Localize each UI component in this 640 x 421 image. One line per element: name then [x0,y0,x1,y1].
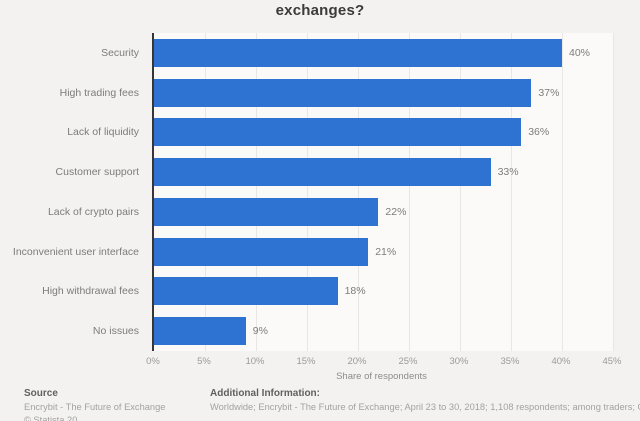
bar-row: 40% [154,38,613,67]
x-tick-label: 20% [347,356,367,367]
source-block: Source Encrybit - The Future of Exchange… [24,388,194,421]
bar-row: 22% [154,197,613,226]
plot-area: 40% 37% 36% 33% 22% 21% 18% 9% [152,33,614,351]
category-label: Inconvenient user interface [12,245,139,258]
bar [154,317,246,346]
gridline [358,33,359,351]
x-tick-label: 5% [197,356,211,367]
category-label: Customer support [55,166,139,179]
gridline [205,33,206,351]
bar-value-label: 9% [252,325,268,338]
bar-value-label: 22% [385,205,407,218]
bar-value-label: 21% [375,245,397,258]
x-tick-label: 40% [551,356,571,367]
x-tick-label: 10% [245,356,265,367]
category-label: High trading fees [59,86,139,99]
x-tick-label: 0% [146,356,160,367]
category-label: No issues [92,325,139,338]
bar-row: 36% [154,118,613,147]
bar-value-label: 33% [497,166,519,179]
bar-value-label: 18% [344,285,366,298]
x-tick-label: 15% [296,356,316,367]
additional-info-label: Additional Information: [210,388,320,399]
x-tick-label: 45% [602,356,622,367]
bar-row: 21% [154,237,613,266]
gridline [511,33,512,351]
bar [154,38,562,67]
x-axis-title: Share of respondents [336,371,427,382]
bar [154,237,369,266]
category-label: Lack of crypto pairs [47,205,139,218]
source-label: Source [24,388,58,399]
copyright-text: © Statista 20 [24,414,78,421]
x-tick-label: 30% [449,356,469,367]
gridline [562,33,563,351]
bar-row: 9% [154,317,613,346]
bar-row: 33% [154,158,613,187]
category-label: High withdrawal fees [42,285,139,298]
bar-value-label: 36% [528,126,550,139]
bar [154,78,532,107]
category-label: Lack of liquidity [67,126,139,139]
gridline [459,33,461,351]
additional-info-text: Worldwide; Encrybit - The Future of Exch… [210,402,640,412]
category-axis: Security High trading fees Lack of liquidi… [0,33,146,351]
x-tick-label: 25% [398,356,418,367]
category-label: Security [101,46,139,59]
x-tick-label: 35% [500,356,520,367]
additional-info-block: Additional Information: Worldwide; Encry… [210,388,640,414]
bar [154,118,522,147]
bar-value-label: 37% [538,86,560,99]
bar [154,277,338,306]
chart-title: exchanges? [275,2,365,19]
bar [154,158,491,187]
gridline [306,33,308,351]
gridline [613,33,614,351]
bar-row: 37% [154,78,613,107]
bar-value-label: 40% [568,46,590,59]
gridline [256,33,257,351]
source-text: Encrybit - The Future of Exchange [24,402,166,412]
bar-row: 18% [154,277,613,306]
bar [154,197,379,226]
gridline [409,33,410,351]
